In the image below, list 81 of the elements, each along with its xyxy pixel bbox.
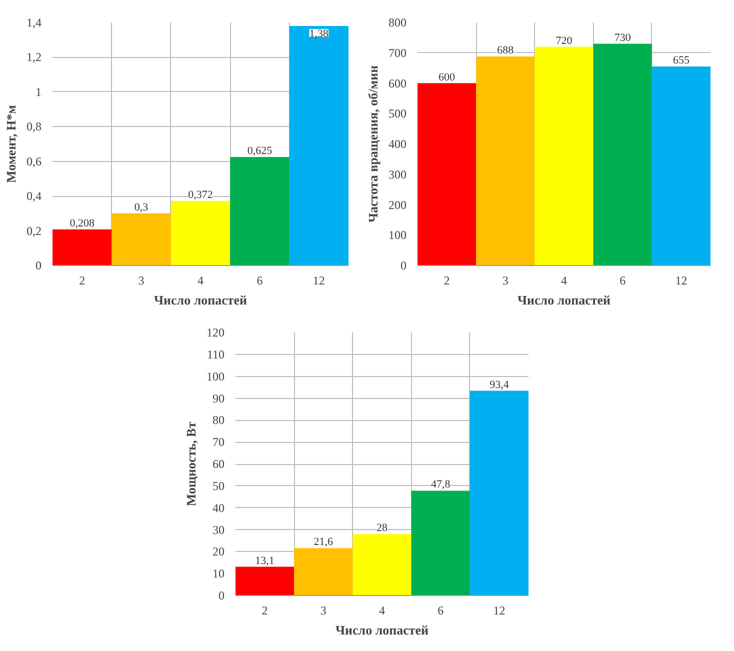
x-tick-label: 6 xyxy=(620,274,626,288)
data-label: 13,1 xyxy=(255,554,274,567)
y-tick-label: 400 xyxy=(388,137,406,151)
data-label: 28 xyxy=(376,522,388,534)
y-tick-label: 110 xyxy=(206,347,225,362)
data-label: 93,4 xyxy=(490,378,510,391)
x-tick-label: 4 xyxy=(198,274,204,288)
data-label: 47,8 xyxy=(430,478,451,491)
data-label: 600 xyxy=(438,71,456,84)
y-tick-label: 120 xyxy=(206,326,224,340)
bar xyxy=(411,490,470,596)
y-tick-label: 30 xyxy=(212,522,224,537)
x-tick-label: 2 xyxy=(444,274,450,288)
bar xyxy=(52,229,112,266)
y-tick-label: 10 xyxy=(212,566,224,581)
x-axis-title: Число лопастей xyxy=(335,622,430,638)
bar xyxy=(230,157,290,266)
y-tick-label: 500 xyxy=(388,106,406,121)
x-tick-label: 3 xyxy=(138,274,144,288)
y-tick-label: 200 xyxy=(388,198,406,212)
bar xyxy=(476,56,535,266)
x-tick-label: 4 xyxy=(379,604,385,618)
y-axis-title: Частота вращения, об/мин xyxy=(366,64,380,223)
y-tick-label: 40 xyxy=(212,500,224,515)
bar xyxy=(593,44,652,266)
bar xyxy=(289,26,348,266)
y-tick-label: 1,2 xyxy=(26,50,42,64)
y-tick-label: 100 xyxy=(388,228,406,242)
x-tick-label: 3 xyxy=(502,274,508,288)
x-tick-label: 2 xyxy=(262,604,268,618)
y-tick-label: 0,4 xyxy=(26,189,42,204)
data-label: 1,38 xyxy=(309,28,330,40)
bar xyxy=(418,83,476,266)
x-tick-label: 12 xyxy=(312,274,325,288)
y-tick-label: 20 xyxy=(212,544,224,559)
y-tick-label: 70 xyxy=(212,435,224,450)
x-tick-label: 4 xyxy=(561,274,567,288)
x-tick-label: 12 xyxy=(493,604,506,618)
y-tick-label: 0,2 xyxy=(26,224,42,238)
y-tick-label: 800 xyxy=(388,16,406,30)
y-tick-label: 1,4 xyxy=(26,16,42,30)
bar xyxy=(170,200,230,266)
x-tick-label: 3 xyxy=(320,604,326,618)
data-label: 0,372 xyxy=(188,188,213,201)
y-tick-label: 0,8 xyxy=(26,120,42,134)
bar xyxy=(236,566,294,596)
bar xyxy=(652,66,710,266)
y-tick-label: 0 xyxy=(218,588,224,602)
data-label: 0,3 xyxy=(134,201,149,214)
y-tick-label: 700 xyxy=(388,46,406,60)
data-label: 655 xyxy=(672,54,690,67)
y-tick-label: 0,6 xyxy=(26,154,42,168)
y-tick-label: 60 xyxy=(212,457,224,471)
x-axis-title: Число лопастей xyxy=(154,292,248,308)
y-tick-label: 90 xyxy=(212,391,224,406)
y-tick-label: 600 xyxy=(388,76,406,90)
y-axis-title: Момент, Н*м xyxy=(4,104,18,183)
x-tick-label: 6 xyxy=(256,274,263,288)
bar xyxy=(470,390,528,596)
y-tick-label: 80 xyxy=(212,413,224,428)
x-tick-label: 2 xyxy=(79,274,86,288)
x-axis-title: Число лопастей xyxy=(517,292,612,308)
y-tick-label: 100 xyxy=(206,369,224,384)
bar xyxy=(534,46,594,266)
data-label: 0,208 xyxy=(70,217,95,230)
x-tick-label: 12 xyxy=(675,274,688,288)
bar xyxy=(294,548,353,596)
y-tick-label: 1 xyxy=(36,84,42,99)
y-axis-title: Мощность, Вт xyxy=(184,421,198,506)
y-tick-label: 0 xyxy=(36,258,42,272)
y-tick-label: 50 xyxy=(212,478,224,493)
data-label: 688 xyxy=(497,44,514,57)
y-tick-label: 300 xyxy=(388,167,406,182)
data-label: 730 xyxy=(614,32,632,44)
bar xyxy=(352,534,412,596)
data-label: 0,625 xyxy=(247,145,273,158)
data-label: 21,6 xyxy=(314,536,334,548)
y-tick-label: 0 xyxy=(400,258,406,272)
x-tick-label: 6 xyxy=(438,604,444,618)
data-label: 720 xyxy=(556,34,573,47)
bar xyxy=(112,213,171,266)
